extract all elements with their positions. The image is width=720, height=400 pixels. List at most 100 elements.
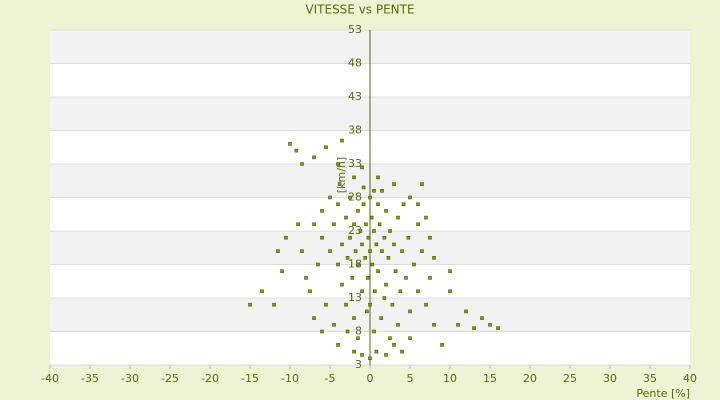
point: [424, 302, 428, 307]
point: [345, 255, 350, 260]
point: [365, 276, 370, 280]
y-tick-label: 48: [348, 57, 362, 70]
x-tick-label: -30: [121, 372, 139, 385]
point: [404, 276, 408, 280]
point: [361, 185, 366, 190]
point: [392, 343, 396, 347]
x-tick-label: 15: [483, 372, 497, 385]
y-tick-label: 33: [348, 157, 362, 170]
point: [401, 202, 406, 206]
x-tick-label: -20: [201, 372, 219, 385]
point: [356, 209, 360, 213]
point: [448, 289, 452, 294]
point: [248, 302, 252, 307]
point: [336, 343, 340, 347]
x-tick-label: 35: [643, 372, 657, 385]
point: [480, 316, 484, 320]
point: [368, 302, 372, 307]
point: [464, 309, 468, 314]
point: [353, 249, 358, 253]
point: [416, 289, 420, 294]
point: [428, 235, 432, 240]
point: [332, 322, 336, 327]
y-tick-label: 43: [348, 90, 362, 103]
point: [448, 269, 452, 274]
point: [296, 222, 300, 227]
point: [312, 222, 316, 227]
point: [304, 276, 308, 280]
x-axis-label: Pente [%]: [636, 387, 690, 400]
point: [400, 249, 404, 253]
point: [370, 262, 375, 267]
point: [348, 235, 352, 240]
point: [316, 262, 320, 267]
point: [388, 229, 392, 233]
point: [496, 326, 500, 330]
point: [276, 249, 280, 253]
point: [372, 229, 376, 233]
point: [374, 349, 379, 354]
point: [328, 249, 332, 253]
point: [364, 222, 368, 227]
point: [324, 145, 328, 150]
point: [260, 289, 264, 294]
point: [340, 242, 344, 247]
point: [360, 289, 364, 294]
point: [374, 242, 379, 247]
point: [360, 242, 364, 247]
point: [456, 322, 460, 327]
y-tick-label: 3: [355, 358, 362, 371]
point: [350, 276, 355, 280]
point: [368, 195, 372, 200]
x-tick-label: 20: [523, 372, 537, 385]
x-tick-label: -5: [325, 372, 336, 385]
point: [361, 202, 366, 206]
x-tick-label: -35: [81, 372, 99, 385]
point: [380, 249, 384, 253]
point: [384, 282, 388, 287]
x-tick-label: -10: [281, 372, 299, 385]
y-tick-label: 18: [348, 258, 362, 271]
point: [396, 215, 400, 220]
point: [428, 276, 432, 280]
point: [472, 326, 476, 330]
point: [376, 202, 380, 206]
point: [384, 353, 388, 357]
point: [412, 262, 416, 267]
point: [332, 222, 336, 227]
y-tick-label: 8: [355, 325, 362, 338]
point: [366, 235, 371, 240]
point: [345, 329, 350, 334]
point: [388, 336, 392, 341]
point: [312, 316, 316, 320]
point: [344, 302, 348, 307]
point: [284, 235, 288, 240]
point: [384, 209, 388, 213]
point: [440, 343, 444, 347]
point: [392, 242, 396, 247]
point: [340, 138, 344, 143]
point: [432, 255, 436, 260]
point: [368, 356, 372, 361]
point: [424, 215, 428, 220]
x-tick-label: -15: [241, 372, 259, 385]
point: [382, 235, 387, 240]
point: [386, 255, 391, 260]
point: [376, 269, 380, 274]
point: [376, 175, 380, 180]
y-tick-label: 13: [348, 291, 362, 304]
point: [377, 222, 382, 227]
point: [372, 289, 377, 294]
point: [398, 289, 403, 294]
point: [372, 329, 376, 334]
point: [432, 322, 436, 327]
x-tick-label: -25: [161, 372, 179, 385]
x-tick-label: 40: [683, 372, 697, 385]
point: [340, 282, 344, 287]
point: [308, 289, 312, 294]
point: [288, 142, 292, 146]
x-tick-label: -40: [41, 372, 59, 385]
point: [328, 195, 332, 200]
point: [400, 349, 404, 354]
point: [348, 195, 352, 200]
